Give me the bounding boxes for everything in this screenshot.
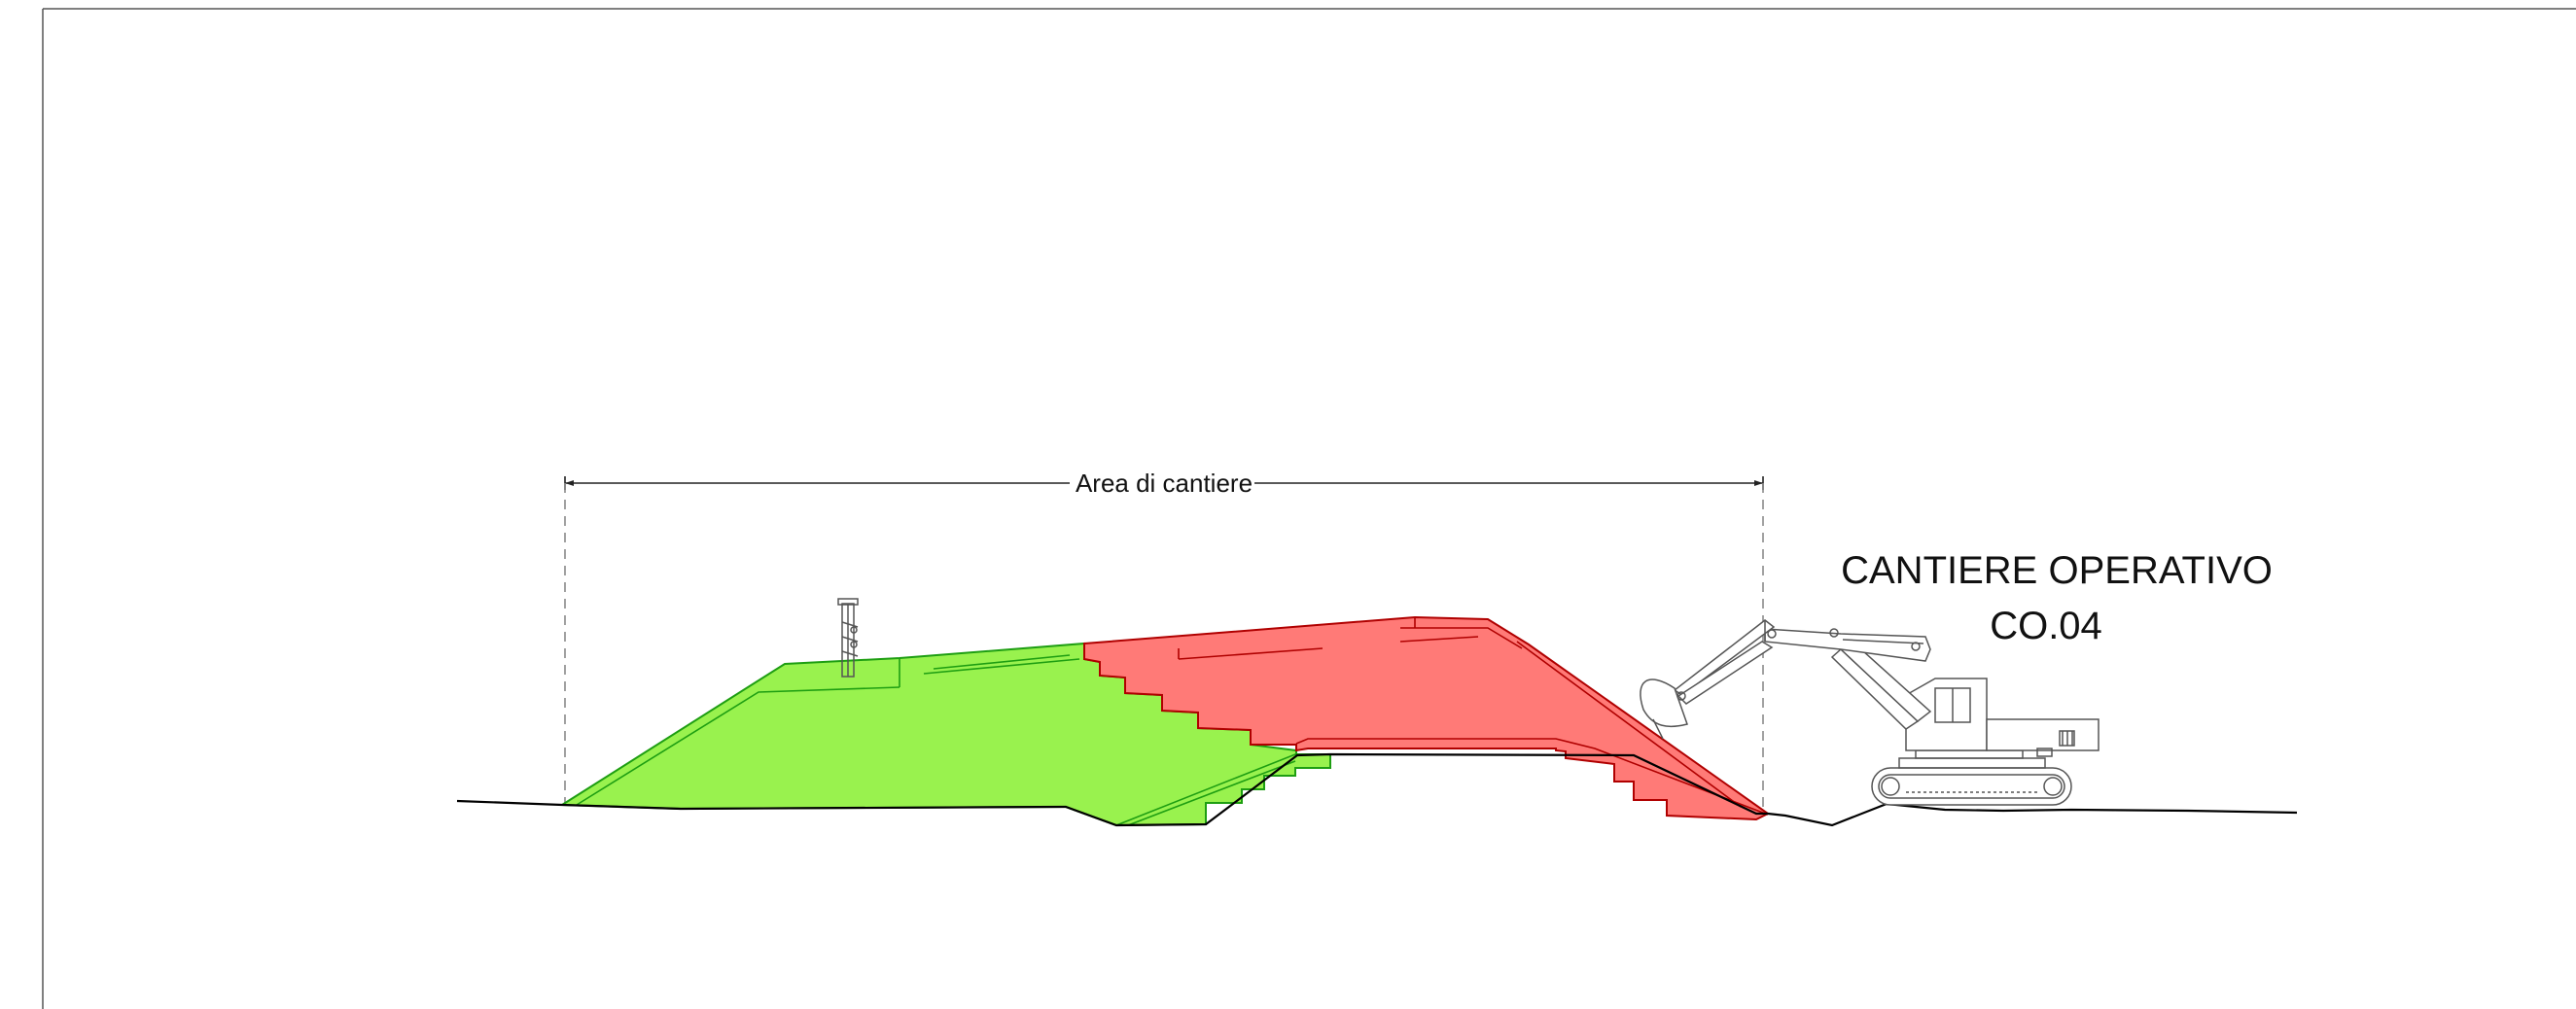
ground-line	[456, 752, 2298, 827]
drawing-frame	[42, 8, 2576, 1009]
drilling-rig-icon	[837, 598, 859, 678]
excavator-icon	[1640, 619, 2100, 806]
red-excavation-area	[1083, 615, 1770, 821]
site-title-block: CANTIERE OPERATIVO CO.04	[1841, 549, 2273, 647]
dimension-area-di-cantiere: Area di cantiere	[564, 469, 1764, 498]
site-title: CANTIERE OPERATIVO	[1841, 549, 2273, 592]
site-code: CO.04	[1990, 605, 2102, 647]
area-label: Area di cantiere	[1076, 469, 1253, 498]
